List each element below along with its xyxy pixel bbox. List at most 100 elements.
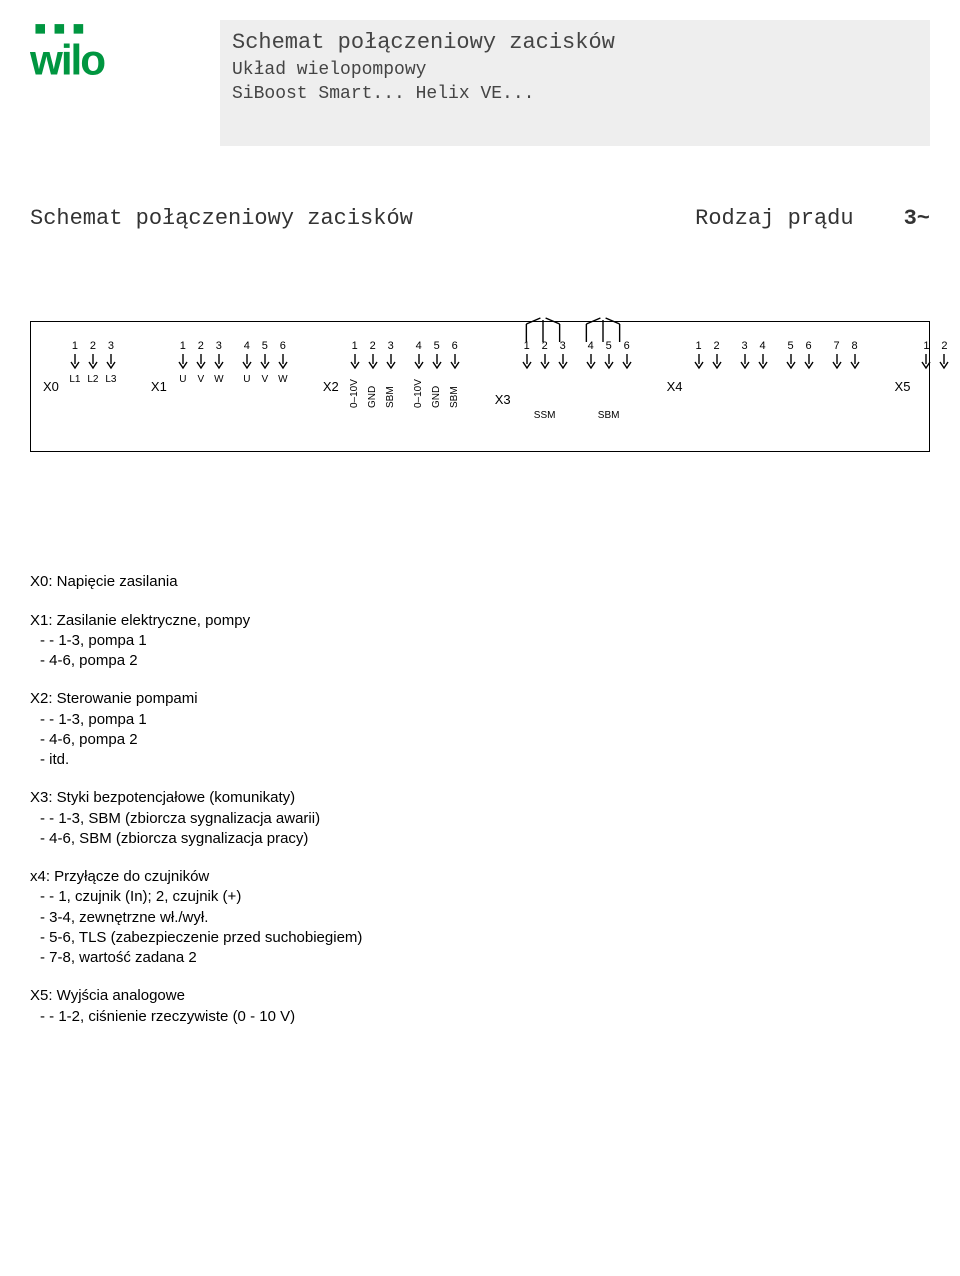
terminal-group-X0: X0 1 L1 2 L2 3 xyxy=(43,340,119,408)
terminal-pin: 5 GND xyxy=(429,340,445,408)
section: X5: Wyjścia analogowe - 1-2, ciśnienie r… xyxy=(30,986,930,1027)
header: wilo Schemat połączeniowy zacisków Układ… xyxy=(30,20,930,146)
pin-number: 1 xyxy=(923,340,929,352)
pin-number: 3 xyxy=(216,340,222,352)
terminal-pin: 1 xyxy=(918,340,934,408)
wilo-logo-svg: wilo xyxy=(30,20,180,81)
terminal-pin: 2 GND xyxy=(365,340,381,408)
pin-number: 3 xyxy=(388,340,394,352)
terminal-group-label: X2 xyxy=(323,379,341,408)
pin-number: 7 xyxy=(833,340,839,352)
section-item: - 1-3, pompa 1 xyxy=(30,710,930,730)
terminal-pin: 3 xyxy=(555,340,571,408)
pin-label xyxy=(853,374,856,408)
section-item: 7-8, wartość zadana 2 xyxy=(30,948,930,968)
terminal-pin: 2 L2 xyxy=(85,340,101,408)
svg-text:wilo: wilo xyxy=(30,37,105,82)
pin-number: 2 xyxy=(370,340,376,352)
pin-label xyxy=(761,374,764,408)
pin-label xyxy=(835,374,838,408)
pin-label xyxy=(625,374,628,408)
terminal-pin: 2 xyxy=(709,340,725,408)
pin-number: 8 xyxy=(851,340,857,352)
pin-number: 5 xyxy=(262,340,268,352)
section-item: - 1-3, pompa 1 xyxy=(30,631,930,651)
pin-number: 5 xyxy=(787,340,793,352)
pin-label: V xyxy=(261,374,268,408)
pin-label xyxy=(743,374,746,408)
pin-label: SBM xyxy=(385,374,396,408)
terminal-pin: 2 V xyxy=(193,340,209,408)
brand-logo: wilo xyxy=(30,20,180,86)
title-sub2: SiBoost Smart... Helix VE... xyxy=(232,82,918,106)
section-title: X5: Wyjścia analogowe xyxy=(30,986,930,1006)
section-item: - 1, czujnik (In); 2, czujnik (+) xyxy=(30,887,930,907)
pin-label xyxy=(561,374,564,408)
terminal-pin: 5 xyxy=(783,340,799,408)
terminal-group-label: X5 xyxy=(895,379,913,408)
terminal-pin: 5 V xyxy=(257,340,273,408)
pin-label xyxy=(943,374,946,408)
section-item: 5-6, TLS (zabezpieczenie przed suchobieg… xyxy=(30,928,930,948)
pin-label: L3 xyxy=(105,374,116,408)
terminal-group-X4: X4 1 2 3 xyxy=(667,340,863,408)
pin-group-label: SBM xyxy=(583,410,635,421)
terminal-pin: 4 0–10V xyxy=(411,340,427,408)
pin-number: 1 xyxy=(72,340,78,352)
pin-number: 2 xyxy=(90,340,96,352)
pin-label xyxy=(925,374,928,408)
pin-number: 4 xyxy=(416,340,422,352)
terminal-pin: 6 W xyxy=(275,340,291,408)
pin-number: 4 xyxy=(244,340,250,352)
terminal-group-X1: X1 1 U 2 V 3 xyxy=(151,340,291,408)
section: X0: Napięcie zasilania xyxy=(30,572,930,592)
subtitle-right-value: 3~ xyxy=(904,206,930,231)
pin-label: GND xyxy=(367,374,378,408)
section: x4: Przyłącze do czujników - 1, czujnik … xyxy=(30,867,930,968)
pin-number: 1 xyxy=(695,340,701,352)
pin-label xyxy=(589,374,592,408)
terminal-pin: 6 xyxy=(801,340,817,408)
terminal-pin: 1 xyxy=(519,340,535,408)
pin-number: 5 xyxy=(434,340,440,352)
section-title: X3: Styki bezpotencjałowe (komunikaty) xyxy=(30,788,930,808)
section-title: x4: Przyłącze do czujników xyxy=(30,867,930,887)
pin-label: U xyxy=(243,374,250,408)
pin-label: L2 xyxy=(87,374,98,408)
title-sub1: Układ wielopompowy xyxy=(232,58,918,82)
pin-label: W xyxy=(214,374,223,408)
title-main: Schemat połączeniowy zacisków xyxy=(232,28,918,58)
pin-group-label: SSM xyxy=(519,410,571,421)
terminal-pin: 1 L1 xyxy=(67,340,83,408)
pin-label xyxy=(715,374,718,408)
pin-number: 1 xyxy=(180,340,186,352)
terminal-pin: 6 SBM xyxy=(447,340,463,408)
pin-number: 1 xyxy=(524,340,530,352)
subtitle-row: Schemat połączeniowy zacisków Rodzaj prą… xyxy=(30,206,930,231)
sections-list: X0: Napięcie zasilania X1: Zasilanie ele… xyxy=(30,572,930,1027)
terminal-pin: 8 xyxy=(847,340,863,408)
pin-number: 3 xyxy=(741,340,747,352)
section-item: 4-6, SBM (zbiorcza sygnalizacja pracy) xyxy=(30,829,930,849)
section-item: 4-6, pompa 2 xyxy=(30,730,930,750)
terminal-pin: 4 xyxy=(583,340,599,408)
terminal-pin: 1 U xyxy=(175,340,191,408)
pin-label: U xyxy=(179,374,186,408)
pin-number: 2 xyxy=(542,340,548,352)
pin-label xyxy=(789,374,792,408)
terminal-pin: 1 xyxy=(691,340,707,408)
pin-number: 6 xyxy=(280,340,286,352)
section-title: X0: Napięcie zasilania xyxy=(30,572,930,592)
subtitle-right-label: Rodzaj prądu xyxy=(695,206,853,231)
section-title: X2: Sterowanie pompami xyxy=(30,689,930,709)
section: X2: Sterowanie pompami - 1-3, pompa 14-6… xyxy=(30,689,930,770)
pin-label: V xyxy=(197,374,204,408)
pin-number: 6 xyxy=(805,340,811,352)
terminal-group-X3: X3 1 2 3 xyxy=(495,340,635,421)
terminal-group-label: X0 xyxy=(43,379,61,408)
section-title: X1: Zasilanie elektryczne, pompy xyxy=(30,611,930,631)
pin-label: L1 xyxy=(69,374,80,408)
section-item: itd. xyxy=(30,750,930,770)
terminal-group-X5: X5 1 2 xyxy=(895,340,953,408)
section-item: - 1-2, ciśnienie rzeczywiste (0 - 10 V) xyxy=(30,1007,930,1027)
